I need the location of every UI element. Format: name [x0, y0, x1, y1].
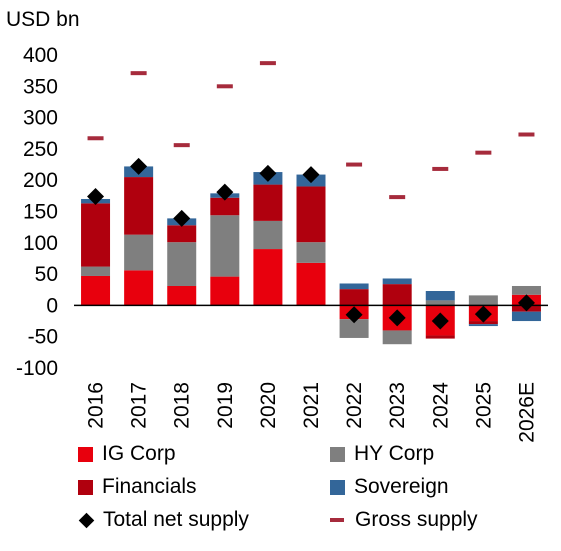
legend-item-gross-supply: Gross supply: [330, 508, 478, 532]
bar-ig-corp: [167, 285, 197, 306]
legend-item-sovereign: Sovereign: [330, 475, 449, 499]
total-net-supply-marker: [388, 309, 406, 327]
legend-label: Gross supply: [355, 508, 478, 531]
bar-financials: [81, 203, 111, 267]
bar-sovereign: [511, 311, 541, 322]
bar-ig-corp: [253, 249, 283, 306]
y-tick-label: -100: [16, 357, 58, 380]
bar-hy-corp: [81, 266, 111, 276]
y-tick-label: 400: [23, 44, 58, 67]
legend-diamond-icon: [78, 512, 95, 528]
bar-hy-corp: [124, 234, 154, 271]
legend-label: Sovereign: [354, 475, 449, 498]
x-tick-label: 2024: [429, 382, 452, 429]
x-tick-label: 2017: [128, 382, 151, 429]
total-net-supply-marker: [345, 306, 363, 324]
legend-label: Financials: [102, 475, 197, 498]
y-axis-title: USD bn: [6, 8, 80, 31]
bar-ig-corp: [81, 275, 111, 306]
total-net-supply-marker: [87, 187, 105, 205]
bar-hy-corp: [511, 285, 541, 295]
legend-item-financials: Financials: [78, 475, 197, 499]
total-net-supply-marker: [259, 164, 277, 182]
legend-item-hy-corp: HY Corp: [330, 442, 434, 466]
bar-sovereign: [382, 278, 412, 285]
bar-financials: [124, 177, 154, 235]
y-tick-label: 200: [23, 169, 58, 192]
legend-swatch-ig-corp: [78, 446, 93, 462]
legend-swatch-financials: [78, 479, 93, 495]
gross-supply-dash: [518, 132, 535, 137]
y-tick-label: 300: [23, 107, 58, 130]
bar-hy-corp: [210, 215, 240, 277]
bar-hy-corp: [425, 300, 455, 306]
legend-item-total-net-supply: Total net supply: [78, 508, 249, 532]
total-net-supply-marker: [474, 305, 492, 323]
legend-swatch-sovereign: [330, 479, 345, 495]
x-tick-label: 2019: [214, 382, 237, 429]
legend-dash-icon: [330, 518, 344, 522]
x-tick-label: 2025: [472, 382, 495, 429]
y-tick-label: 50: [35, 263, 58, 286]
bar-financials: [296, 186, 326, 243]
y-tick-label: 150: [23, 201, 58, 224]
legend-swatch-hy-corp: [330, 446, 345, 462]
gross-supply-dash: [216, 84, 233, 89]
gross-supply-dash: [389, 195, 406, 200]
bar-financials: [210, 197, 240, 216]
legend-item-ig-corp: IG Corp: [78, 442, 176, 466]
total-net-supply-marker: [517, 294, 535, 312]
bar-hy-corp: [167, 242, 197, 286]
total-net-supply-marker: [173, 209, 191, 227]
bar-financials: [339, 289, 369, 306]
y-tick-label: 350: [23, 75, 58, 98]
bar-sovereign: [468, 324, 498, 327]
y-tick-label: 250: [23, 138, 58, 161]
gross-supply-dash: [475, 150, 492, 155]
legend-label: IG Corp: [102, 442, 176, 465]
bar-financials: [425, 335, 455, 339]
bar-hy-corp: [468, 295, 498, 306]
x-tick-label: 2026E: [515, 382, 538, 443]
bar-hy-corp: [382, 330, 412, 345]
x-tick-label: 2020: [257, 382, 280, 429]
bar-sovereign: [339, 283, 369, 290]
gross-supply-dash: [259, 61, 276, 66]
total-net-supply-marker: [216, 183, 234, 201]
legend-label: Total net supply: [103, 508, 249, 531]
gross-supply-dash: [432, 166, 449, 171]
x-tick-label: 2023: [386, 382, 409, 429]
legend-label: HY Corp: [354, 442, 435, 465]
gross-supply-dash: [346, 162, 363, 167]
bar-hy-corp: [253, 220, 283, 250]
total-net-supply-marker: [302, 166, 320, 184]
bar-financials: [253, 184, 283, 221]
bar-sovereign: [425, 291, 455, 301]
bar-financials: [167, 225, 197, 243]
bar-ig-corp: [210, 276, 240, 306]
bar-hy-corp: [296, 242, 326, 263]
gross-supply-dash: [87, 136, 104, 141]
x-tick-label: 2021: [300, 382, 323, 429]
y-tick-label: 0: [46, 294, 58, 317]
bar-hy-corp: [339, 319, 369, 338]
total-net-supply-marker: [130, 157, 148, 175]
gross-supply-dash: [130, 71, 147, 76]
x-tick-label: 2018: [171, 382, 194, 429]
bar-financials: [382, 284, 412, 306]
y-tick-label: -50: [28, 326, 58, 349]
bar-ig-corp: [296, 262, 326, 306]
x-tick-label: 2016: [85, 382, 108, 429]
total-net-supply-marker: [431, 312, 449, 330]
bar-ig-corp: [124, 270, 154, 306]
gross-supply-dash: [173, 143, 190, 148]
x-tick-label: 2022: [343, 382, 366, 429]
y-tick-label: 100: [23, 232, 58, 255]
